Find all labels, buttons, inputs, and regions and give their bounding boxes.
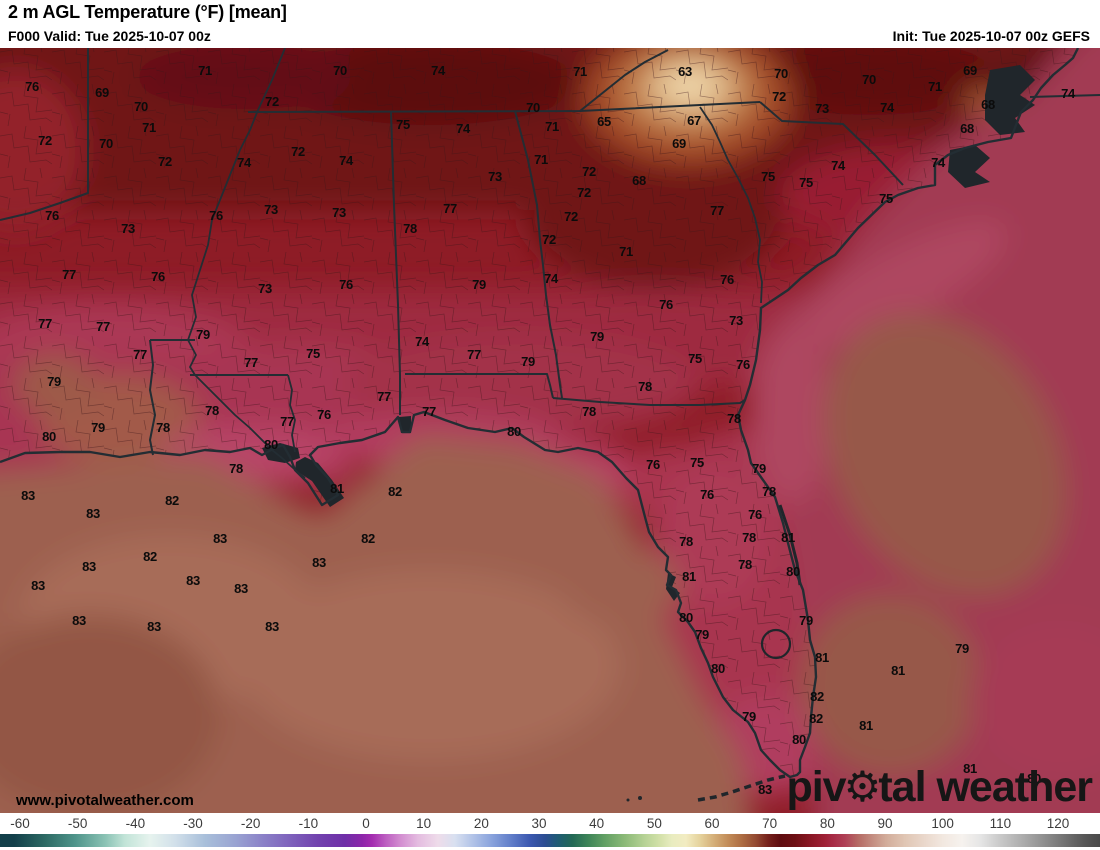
colorbar-gradient [0, 834, 1100, 847]
colorbar-footer: -60 -50 -40 -30 -20 -10 0 10 20 30 40 50 60 70 80 90 100… [0, 813, 1100, 850]
colorbar-tick-label: 90 [877, 816, 893, 831]
colorbar-tick-label: -60 [10, 816, 30, 831]
colorbar-tick-label: -30 [183, 816, 203, 831]
site-url-watermark: www.pivotalweather.com [16, 792, 194, 809]
colorbar-tick-label: 20 [473, 816, 489, 831]
colorbar-tick-label: 40 [589, 816, 605, 831]
page-title: 2 m AGL Temperature (°F) [mean] [8, 2, 287, 22]
colorbar-tick-label: -40 [125, 816, 146, 831]
colorbar-tick-labels: -60 -50 -40 -30 -20 -10 0 10 20 30 40 50 60 70 80 90 100… [0, 816, 1100, 832]
pivotal-weather-logo: piv⚙tal weather [786, 763, 1093, 811]
colorbar-tick-label: 120 [1046, 816, 1070, 831]
coastline [0, 48, 1080, 779]
logo-text-post: tal weather [878, 763, 1093, 811]
florida-keys [697, 774, 786, 802]
temperature-map-canvas [0, 48, 1100, 813]
rivers [187, 48, 763, 479]
gear-icon: ⚙ [843, 763, 882, 810]
colorbar-tick-label: 100 [931, 816, 954, 831]
colorbar-tick-label: -20 [240, 816, 261, 831]
colorbar-tick-label: 0 [362, 816, 370, 831]
colorbar-tick-label: 10 [416, 816, 432, 831]
colorbar-tick-label: 60 [704, 816, 720, 831]
indian-river-lagoon [778, 504, 802, 586]
colorbar-tick-label: -50 [67, 816, 88, 831]
colorbar-tick-label: 50 [646, 816, 662, 831]
map-graphic [0, 48, 1100, 813]
logo-text-pre: piv [786, 763, 846, 811]
colorbar-tick-label: -10 [298, 816, 319, 831]
valid-time-label: F000 Valid: Tue 2025-10-07 00z [8, 28, 211, 44]
colorbar-tick-label: 70 [762, 816, 778, 831]
lake-okeechobee [760, 628, 792, 660]
state-borders [0, 48, 1100, 456]
water-bodies [262, 65, 1035, 802]
header: 2 m AGL Temperature (°F) [mean] F000 Val… [0, 0, 1100, 48]
init-time-label: Init: Tue 2025-10-07 00z GEFS [892, 28, 1090, 44]
colorbar-tick-label: 30 [531, 816, 547, 831]
colorbar-tick-label: 110 [989, 816, 1012, 831]
colorbar-tick-label: 80 [819, 816, 835, 831]
